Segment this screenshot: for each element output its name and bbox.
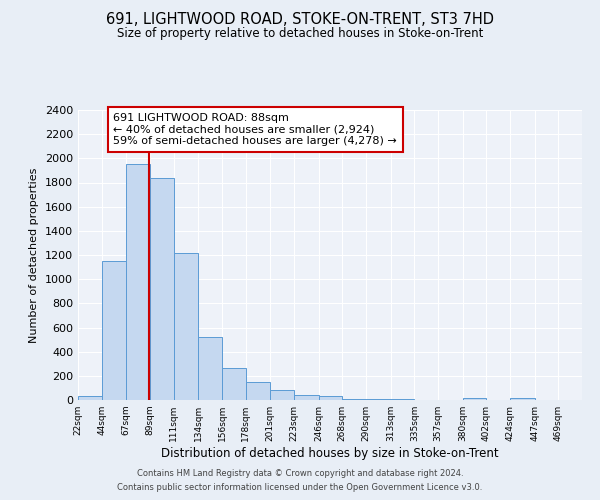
Bar (222, 368, 245, 400)
Bar (319, 396, 343, 400)
Bar (101, 261, 127, 400)
Bar (294, 394, 319, 400)
Bar (343, 399, 366, 400)
Bar (271, 390, 294, 400)
Text: 691, LIGHTWOOD ROAD, STOKE-ON-TRENT, ST3 7HD: 691, LIGHTWOOD ROAD, STOKE-ON-TRENT, ST3… (106, 12, 494, 28)
Bar (150, 178, 173, 400)
Bar (78, 396, 101, 400)
Bar (127, 164, 150, 400)
Bar (199, 337, 222, 400)
X-axis label: Distribution of detached houses by size in Stoke-on-Trent: Distribution of detached houses by size … (161, 447, 499, 460)
Text: Contains HM Land Registry data © Crown copyright and database right 2024.: Contains HM Land Registry data © Crown c… (137, 468, 463, 477)
Y-axis label: Number of detached properties: Number of detached properties (29, 168, 40, 342)
Text: 691 LIGHTWOOD ROAD: 88sqm
← 40% of detached houses are smaller (2,924)
59% of se: 691 LIGHTWOOD ROAD: 88sqm ← 40% of detac… (113, 113, 397, 146)
Bar (463, 398, 487, 400)
Text: Size of property relative to detached houses in Stoke-on-Trent: Size of property relative to detached ho… (117, 28, 483, 40)
Text: Contains public sector information licensed under the Open Government Licence v3: Contains public sector information licen… (118, 484, 482, 492)
Bar (173, 252, 199, 400)
Bar (245, 382, 271, 400)
Bar (366, 399, 391, 400)
Bar (510, 398, 535, 400)
